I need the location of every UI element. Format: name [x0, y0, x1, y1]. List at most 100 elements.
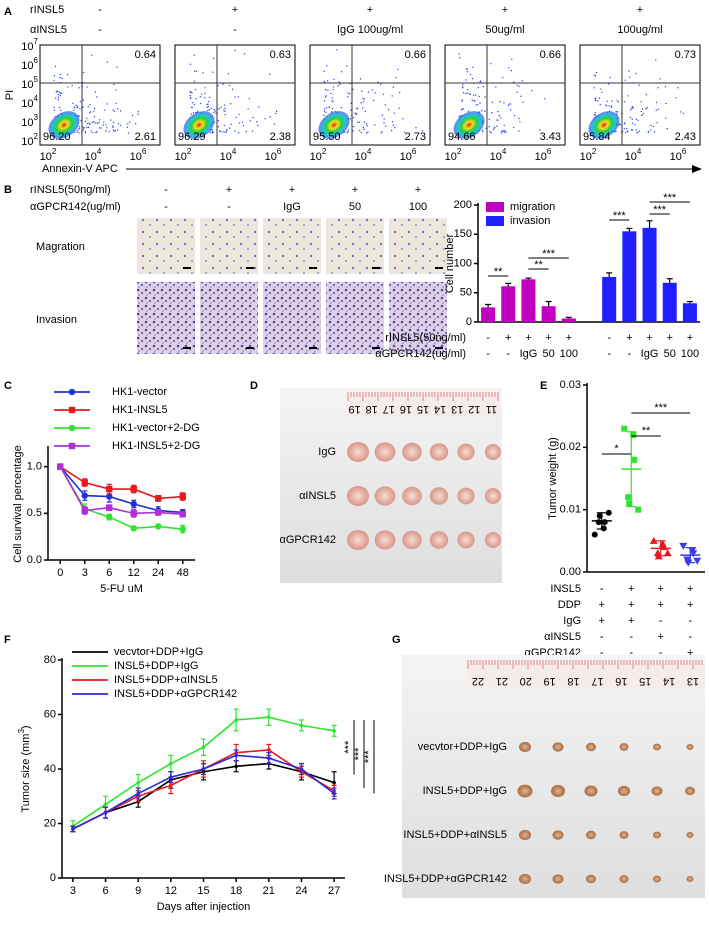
tick-base: 10 — [21, 79, 33, 91]
row-label: Magration — [36, 241, 85, 253]
micrograph — [263, 218, 321, 274]
event-dot — [93, 110, 95, 112]
tick-base: 10 — [21, 98, 33, 110]
event-dot — [96, 131, 98, 133]
event-dot — [384, 104, 386, 106]
marker — [130, 485, 137, 493]
event-dot — [93, 107, 96, 110]
event-dot — [212, 71, 214, 73]
marker — [201, 745, 206, 749]
x-cell: + — [687, 583, 693, 595]
event-dot — [608, 105, 610, 107]
tumor — [402, 486, 422, 506]
event-dot — [395, 77, 397, 79]
series-line — [59, 466, 183, 514]
event-dot — [482, 85, 485, 88]
event-dot — [67, 86, 69, 88]
event-dot — [191, 107, 193, 109]
quadrant-value: 94.66 — [448, 131, 476, 143]
event-dot — [204, 96, 206, 99]
marker — [689, 550, 698, 558]
event-dot — [358, 129, 361, 132]
log-tick-label: 103 — [21, 113, 38, 129]
event-dot — [347, 129, 350, 131]
condition-cell: - — [164, 184, 168, 196]
series-line — [59, 466, 183, 516]
log-tick-label: 106 — [265, 147, 282, 163]
ruler-number: 15 — [417, 403, 429, 415]
panel-label: F — [4, 634, 11, 646]
log-tick-label: 104 — [490, 147, 507, 163]
event-dot — [462, 92, 465, 94]
event-dot — [82, 106, 84, 108]
axis-title: Days after injection — [157, 901, 251, 913]
x-cell: + — [687, 647, 693, 659]
x-cell: - — [688, 615, 692, 627]
row-label: Invasion — [36, 314, 77, 326]
event-dot — [199, 96, 201, 98]
tumor-photo — [280, 388, 502, 583]
marker — [68, 388, 76, 396]
marker — [155, 509, 162, 516]
event-dot — [503, 130, 506, 132]
ruler-number: 21 — [496, 675, 508, 687]
event-dot — [666, 128, 668, 130]
x-tick-label: 0 — [57, 567, 63, 579]
significance-label: ** — [534, 259, 543, 271]
event-dot — [91, 121, 93, 124]
event-dot — [346, 65, 348, 67]
x-cell: - — [688, 631, 692, 643]
event-dot — [331, 97, 333, 99]
event-dot — [497, 119, 499, 122]
tumor — [686, 744, 694, 750]
x-cell: 50 — [543, 348, 555, 360]
condition-cell: - — [164, 201, 168, 213]
quadrant-value: 2.38 — [270, 131, 291, 143]
event-dot — [113, 110, 116, 113]
tick-base: 10 — [21, 41, 33, 53]
event-dot — [331, 110, 333, 113]
marker — [605, 509, 612, 516]
ruler-number: 14 — [434, 403, 446, 415]
event-dot — [391, 95, 393, 97]
marker — [136, 791, 140, 796]
flow-plot: 102 104 106 — [444, 44, 566, 163]
event-dot — [513, 114, 516, 117]
x-cell: + — [525, 332, 531, 344]
event-dot — [202, 72, 204, 74]
event-dot — [137, 113, 139, 115]
condition-cell: - — [233, 24, 237, 36]
tick-base: 10 — [175, 151, 187, 163]
log-tick-label: 102 — [175, 147, 192, 163]
event-dot — [477, 86, 480, 89]
event-dot — [127, 123, 129, 125]
event-dot — [59, 94, 62, 97]
event-dot — [659, 78, 661, 80]
tick-base: 10 — [21, 60, 33, 72]
event-dot — [76, 105, 79, 108]
event-dot — [229, 103, 232, 105]
tumor — [402, 530, 422, 550]
y-tick-label: 100 — [454, 257, 472, 269]
y-tick-label: 150 — [454, 228, 472, 240]
bar — [682, 303, 697, 322]
marker — [57, 463, 64, 470]
event-dot — [611, 100, 613, 102]
event-dot — [679, 111, 682, 113]
legend-label: INSL5+DDP+αGPCR142 — [114, 688, 237, 700]
event-dot — [492, 129, 495, 131]
event-dot — [512, 126, 515, 129]
event-dot — [467, 92, 469, 94]
event-dot — [112, 125, 114, 127]
tumor — [686, 876, 694, 882]
tick-base: 10 — [130, 151, 142, 163]
y-tick-label: 20 — [44, 817, 56, 829]
ruler-number: 19 — [348, 403, 360, 415]
event-dot — [374, 124, 376, 126]
tumor — [653, 831, 661, 839]
tick-exponent: 6 — [682, 147, 687, 156]
x-cell: - — [600, 631, 604, 643]
event-dot — [195, 70, 198, 72]
event-dot — [474, 100, 476, 102]
y-tick-label: 0.02 — [560, 441, 581, 453]
